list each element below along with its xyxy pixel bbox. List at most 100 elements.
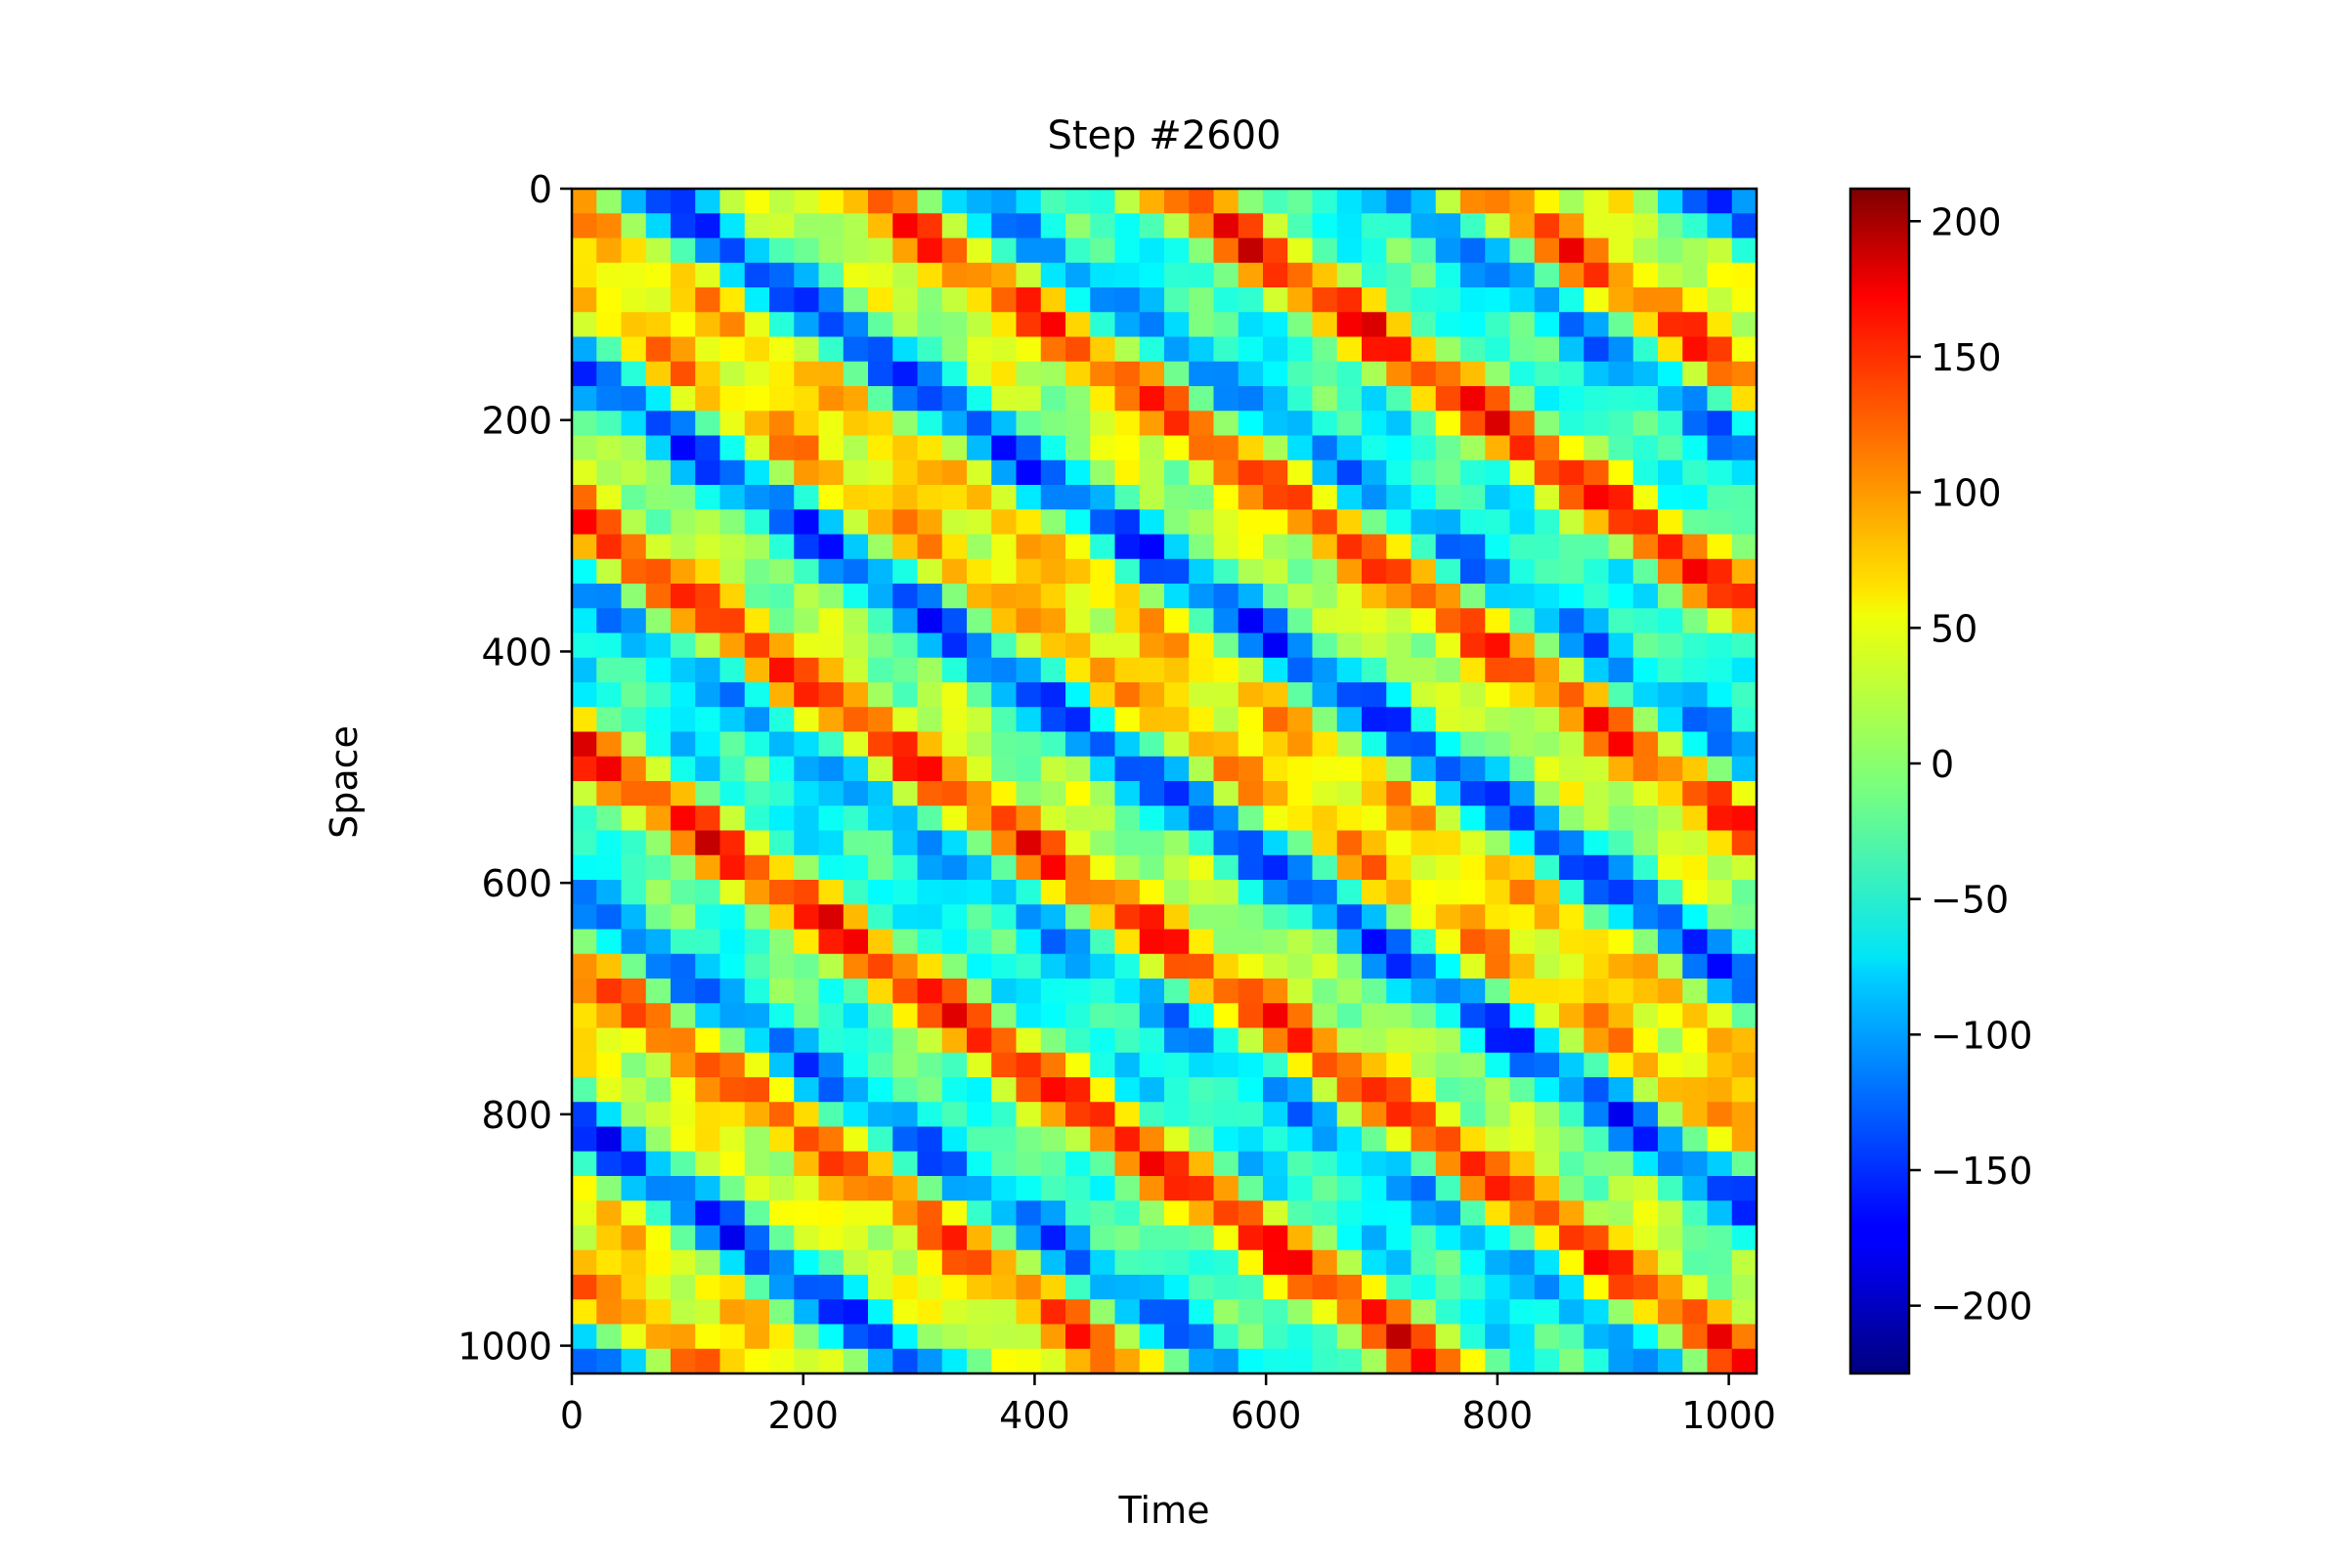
- heatmap-cell: [719, 287, 746, 313]
- heatmap-cell: [818, 756, 845, 782]
- heatmap-cell: [1460, 1151, 1486, 1177]
- heatmap-cell: [1386, 584, 1412, 609]
- heatmap-cell: [892, 1052, 919, 1078]
- heatmap-cell: [941, 756, 968, 782]
- heatmap-cell: [868, 1225, 893, 1251]
- heatmap-cell: [1682, 584, 1709, 609]
- heatmap-cell: [1362, 1151, 1387, 1177]
- heatmap-cell: [1040, 1324, 1066, 1350]
- heatmap-cell: [967, 584, 992, 609]
- heatmap-cell: [1114, 953, 1141, 980]
- heatmap-cell: [671, 1348, 696, 1373]
- heatmap-cell: [1682, 435, 1709, 461]
- heatmap-cell: [1238, 1151, 1264, 1177]
- heatmap-cell: [719, 1126, 746, 1153]
- heatmap-cell: [695, 1077, 721, 1103]
- heatmap-cell: [1707, 657, 1733, 683]
- heatmap-cell: [1362, 1275, 1387, 1300]
- heatmap-cell: [843, 213, 869, 240]
- heatmap-cell: [1584, 262, 1610, 288]
- heatmap-cell: [991, 781, 1018, 806]
- heatmap-cell: [1189, 485, 1215, 510]
- heatmap-cell: [1509, 1200, 1536, 1227]
- heatmap-cell: [1411, 1126, 1437, 1153]
- heatmap-cell: [1632, 1275, 1659, 1300]
- heatmap-cell: [1632, 485, 1659, 510]
- heatmap-cell: [1065, 1027, 1091, 1054]
- heatmap-cell: [621, 312, 647, 338]
- heatmap-cell: [1164, 1077, 1190, 1103]
- heatmap-cell: [596, 806, 623, 832]
- heatmap-cell: [1238, 1324, 1264, 1350]
- heatmap-cell: [1658, 361, 1683, 387]
- heatmap-cell: [794, 608, 820, 634]
- heatmap-cell: [1213, 632, 1239, 659]
- heatmap-cell: [1139, 682, 1165, 708]
- heatmap-cell: [1559, 361, 1585, 387]
- heatmap-cell: [1287, 287, 1314, 313]
- heatmap-cell: [1213, 312, 1239, 338]
- heatmap-cell: [1065, 1052, 1091, 1078]
- heatmap-cell: [1040, 657, 1066, 683]
- heatmap-cell: [794, 1225, 820, 1251]
- heatmap-cell: [645, 213, 672, 240]
- heatmap-cell: [1164, 1102, 1190, 1128]
- heatmap-cell: [1435, 608, 1461, 634]
- heatmap-cell: [744, 1176, 770, 1201]
- heatmap-cell: [1534, 312, 1560, 338]
- heatmap-cell: [1485, 213, 1511, 240]
- heatmap-cell: [1040, 756, 1066, 782]
- heatmap-cell: [794, 485, 820, 510]
- heatmap-cell: [967, 386, 992, 412]
- heatmap-cell: [1213, 361, 1239, 387]
- heatmap-cell: [1090, 1324, 1116, 1350]
- heatmap-cell: [1362, 830, 1387, 856]
- heatmap-cell: [645, 1299, 672, 1326]
- heatmap-cell: [1386, 1052, 1412, 1078]
- heatmap-cell: [1731, 1102, 1757, 1128]
- heatmap-cell: [1559, 1151, 1585, 1177]
- heatmap-cell: [744, 1102, 770, 1128]
- heatmap-cell: [868, 854, 893, 881]
- heatmap-cell: [917, 459, 943, 486]
- heatmap-cell: [1189, 287, 1215, 313]
- heatmap-cell: [1263, 929, 1288, 955]
- heatmap-cell: [572, 1052, 597, 1078]
- heatmap-cell: [1263, 1126, 1288, 1153]
- heatmap-cell: [1040, 1299, 1066, 1326]
- heatmap-cell: [1485, 854, 1511, 881]
- heatmap-cell: [1411, 584, 1437, 609]
- heatmap-cell: [1386, 707, 1412, 733]
- heatmap-cell: [1534, 731, 1560, 758]
- heatmap-cell: [1362, 361, 1387, 387]
- heatmap-cell: [843, 781, 869, 806]
- heatmap-cell: [1263, 1102, 1288, 1128]
- heatmap-cell: [1164, 608, 1190, 634]
- heatmap-cell: [1065, 1275, 1091, 1300]
- heatmap-cell: [1213, 1176, 1239, 1201]
- heatmap-cell: [1435, 707, 1461, 733]
- heatmap-cell: [1707, 238, 1733, 264]
- heatmap-cell: [1090, 929, 1116, 955]
- heatmap-cell: [1287, 608, 1314, 634]
- heatmap-cell: [1731, 189, 1757, 214]
- heatmap-cell: [1386, 1102, 1412, 1128]
- heatmap-cell: [1584, 781, 1610, 806]
- heatmap-cell: [1682, 1324, 1709, 1350]
- heatmap-cell: [671, 386, 696, 412]
- heatmap-cell: [1608, 1027, 1634, 1054]
- heatmap-cell: [868, 1299, 893, 1326]
- heatmap-cell: [1336, 584, 1363, 609]
- heatmap-cell: [868, 312, 893, 338]
- heatmap-cell: [991, 904, 1018, 931]
- heatmap-cell: [1460, 1003, 1486, 1029]
- heatmap-cell: [1287, 1225, 1314, 1251]
- heatmap-cell: [744, 904, 770, 931]
- heatmap-cell: [1608, 189, 1634, 214]
- heatmap-cell: [645, 509, 672, 536]
- heatmap-cell: [645, 682, 672, 708]
- heatmap-cell: [1213, 880, 1239, 905]
- heatmap-cell: [1336, 1200, 1363, 1227]
- heatmap-cell: [1435, 929, 1461, 955]
- heatmap-cell: [1139, 411, 1165, 437]
